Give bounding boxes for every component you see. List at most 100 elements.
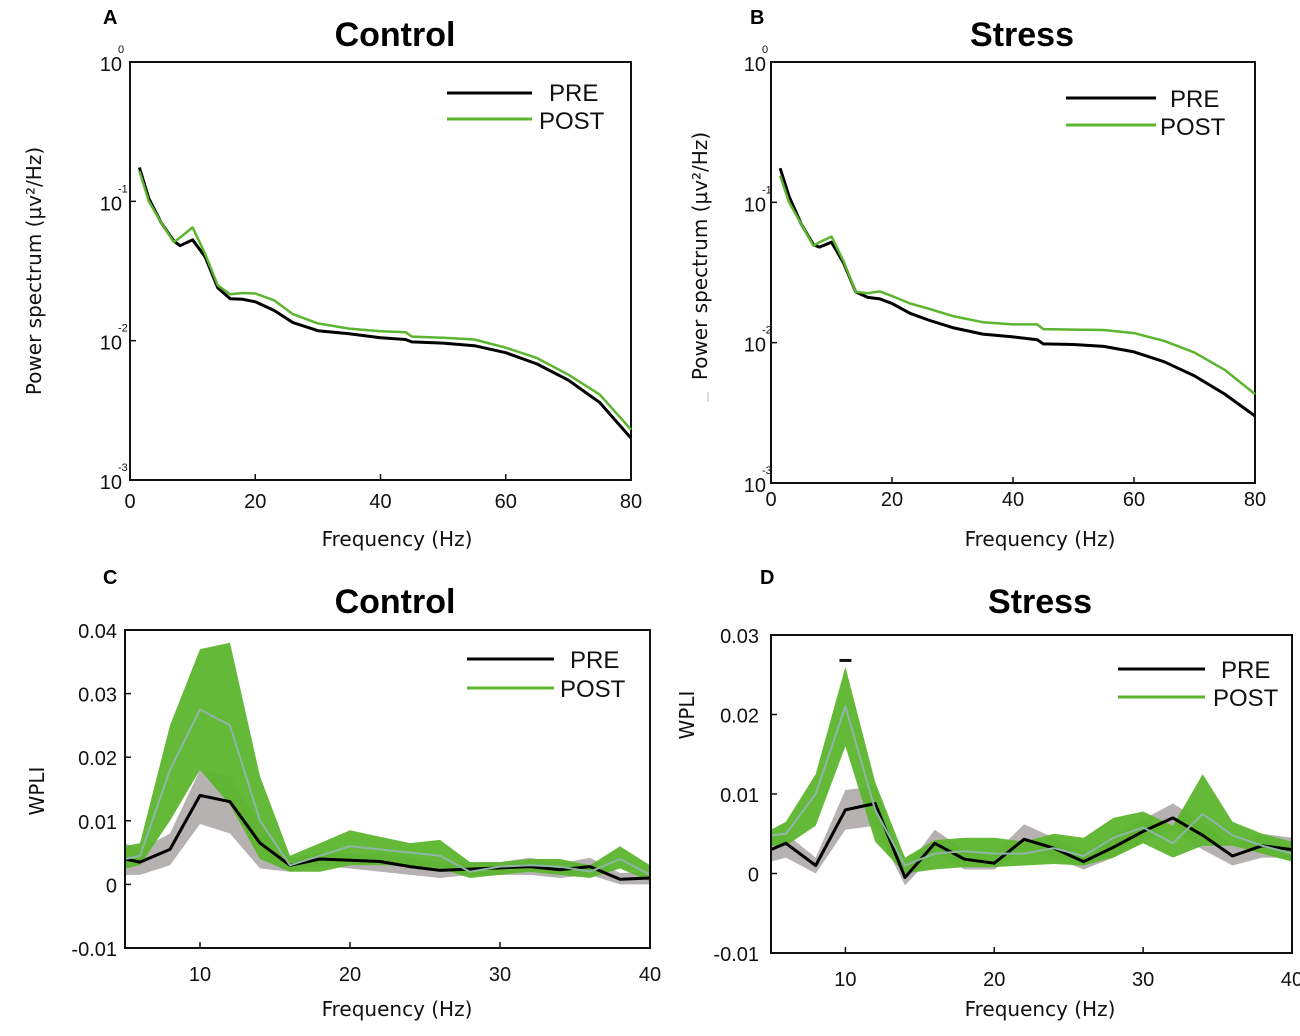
y-tick-label: 10 bbox=[744, 194, 766, 216]
x-axis-b: 0 20 40 60 80 bbox=[765, 477, 1266, 511]
legend-a: PRE POST bbox=[447, 80, 605, 135]
y-tick-label: -0.01 bbox=[713, 944, 759, 966]
x-tick-label: 20 bbox=[983, 969, 1005, 991]
legend-label-post: POST bbox=[1213, 685, 1279, 712]
plot-area-b bbox=[778, 167, 1256, 418]
x-tick-label: 30 bbox=[489, 964, 511, 986]
legend-b: PRE POST bbox=[1066, 86, 1226, 141]
y-tick-label: 0.02 bbox=[720, 706, 759, 728]
x-axis-label-a: Frequency (Hz) bbox=[322, 527, 473, 551]
x-tick-label: 60 bbox=[495, 491, 517, 513]
chart-title-b: Stress bbox=[970, 16, 1074, 54]
series-line-post bbox=[770, 705, 1293, 867]
x-axis-a: 0 20 40 60 80 bbox=[124, 474, 642, 513]
y-tick-label: 0.03 bbox=[78, 685, 117, 707]
x-axis-d: 10 20 30 40 bbox=[834, 947, 1300, 991]
y-tick-exponent: -2 bbox=[118, 323, 128, 335]
x-tick-label: 40 bbox=[369, 491, 391, 513]
x-tick-label: 20 bbox=[244, 491, 266, 513]
y-tick-exponent: 0 bbox=[118, 44, 124, 56]
legend-label-post: POST bbox=[539, 108, 605, 135]
panel-label-b: B bbox=[750, 7, 764, 29]
legend-d: PRE POST bbox=[1118, 657, 1279, 712]
x-tick-label: 0 bbox=[124, 491, 135, 513]
chart-title-c: Control bbox=[335, 583, 456, 621]
x-tick-label: 80 bbox=[1244, 489, 1266, 511]
series-line-post bbox=[124, 708, 651, 876]
y-tick-label: 0.01 bbox=[720, 785, 759, 807]
legend-label-pre: PRE bbox=[570, 647, 619, 674]
y-tick-exponent: -1 bbox=[762, 184, 772, 196]
x-axis-label-b: Frequency (Hz) bbox=[965, 527, 1116, 551]
series-line-post bbox=[138, 170, 632, 431]
x-axis-label-c: Frequency (Hz) bbox=[322, 997, 473, 1021]
legend-c: PRE POST bbox=[467, 647, 626, 703]
y-tick-label: 10 bbox=[100, 333, 122, 355]
plot-area-c bbox=[124, 642, 651, 885]
y-tick-exponent: -3 bbox=[118, 462, 128, 474]
legend-label-pre: PRE bbox=[549, 80, 598, 107]
series-line-pre bbox=[124, 793, 651, 881]
plot-area-d bbox=[770, 658, 1293, 886]
x-tick-label: 10 bbox=[834, 969, 856, 991]
y-axis-label-a: Power spectrum (µv²/Hz) bbox=[22, 147, 46, 395]
chart-title-a: Control bbox=[335, 16, 456, 54]
x-tick-label: 40 bbox=[639, 964, 661, 986]
y-tick-label: 10 bbox=[744, 475, 766, 497]
y-tick-label: 0.03 bbox=[720, 626, 759, 648]
panel-label-a: A bbox=[103, 7, 117, 29]
y-tick-exponent: -3 bbox=[762, 465, 772, 477]
y-tick-exponent: 0 bbox=[762, 44, 768, 56]
x-tick-label: 0 bbox=[765, 489, 776, 511]
y-axis-label-c: WPLI bbox=[25, 767, 49, 816]
y-axis-label-d: WPLI bbox=[675, 691, 699, 740]
plot-frame-c bbox=[124, 629, 651, 949]
y-tick-label: 10 bbox=[744, 54, 766, 76]
x-tick-label: 30 bbox=[1132, 969, 1154, 991]
y-tick-label: 10 bbox=[100, 472, 122, 494]
y-axis-label-b: Power spectrum (µv²/Hz) bbox=[688, 132, 712, 380]
x-axis-c: 10 20 30 40 bbox=[189, 942, 661, 986]
legend-label-pre: PRE bbox=[1170, 86, 1219, 113]
y-axis-d: 0.03 0.02 0.01 0 -0.01 bbox=[713, 626, 777, 966]
y-axis-c: 0.04 0.03 0.02 0.01 0 -0.01 bbox=[71, 621, 131, 961]
series-line-post bbox=[778, 175, 1256, 396]
panel-label-c: C bbox=[103, 567, 117, 589]
y-tick-exponent: -2 bbox=[762, 325, 772, 337]
confidence-band-pre bbox=[125, 769, 650, 885]
panel-d: D Stress 10 20 30 40 0.03 0.02 0.01 0 -0.01 Fre… bbox=[675, 567, 1300, 1021]
y-tick-label: 0.01 bbox=[78, 812, 117, 834]
y-tick-label: 0 bbox=[106, 875, 117, 897]
legend-label-post: POST bbox=[560, 676, 626, 703]
y-tick-label: 0.02 bbox=[78, 748, 117, 770]
y-tick-label: 10 bbox=[100, 193, 122, 215]
panel-c: C Control 10 20 30 40 0.04 0.03 0.02 0.01 0 -0.0… bbox=[25, 567, 661, 1021]
plot-area-a bbox=[137, 167, 633, 440]
panel-label-d: D bbox=[760, 567, 774, 589]
y-tick-label: 0 bbox=[748, 865, 759, 887]
y-tick-exponent: -1 bbox=[118, 183, 128, 195]
legend-label-post: POST bbox=[1160, 114, 1226, 141]
x-axis-label-d: Frequency (Hz) bbox=[965, 997, 1116, 1021]
series-line-pre bbox=[137, 167, 633, 440]
x-tick-label: 20 bbox=[339, 964, 361, 986]
series-line-pre bbox=[770, 802, 1293, 879]
x-tick-label: 40 bbox=[1281, 969, 1300, 991]
series-line-pre bbox=[778, 167, 1256, 418]
x-tick-label: 60 bbox=[1123, 489, 1145, 511]
y-tick-label: 10 bbox=[744, 335, 766, 357]
x-tick-label: 20 bbox=[881, 489, 903, 511]
y-tick-label: -0.01 bbox=[71, 939, 117, 961]
y-tick-label: 10 bbox=[100, 54, 122, 76]
x-tick-label: 80 bbox=[620, 491, 642, 513]
chart-title-d: Stress bbox=[988, 583, 1092, 621]
confidence-band-post bbox=[125, 642, 650, 882]
x-tick-label: 10 bbox=[189, 964, 211, 986]
x-tick-label: 40 bbox=[1002, 489, 1024, 511]
y-tick-label: 0.04 bbox=[78, 621, 117, 643]
legend-label-pre: PRE bbox=[1221, 657, 1270, 684]
